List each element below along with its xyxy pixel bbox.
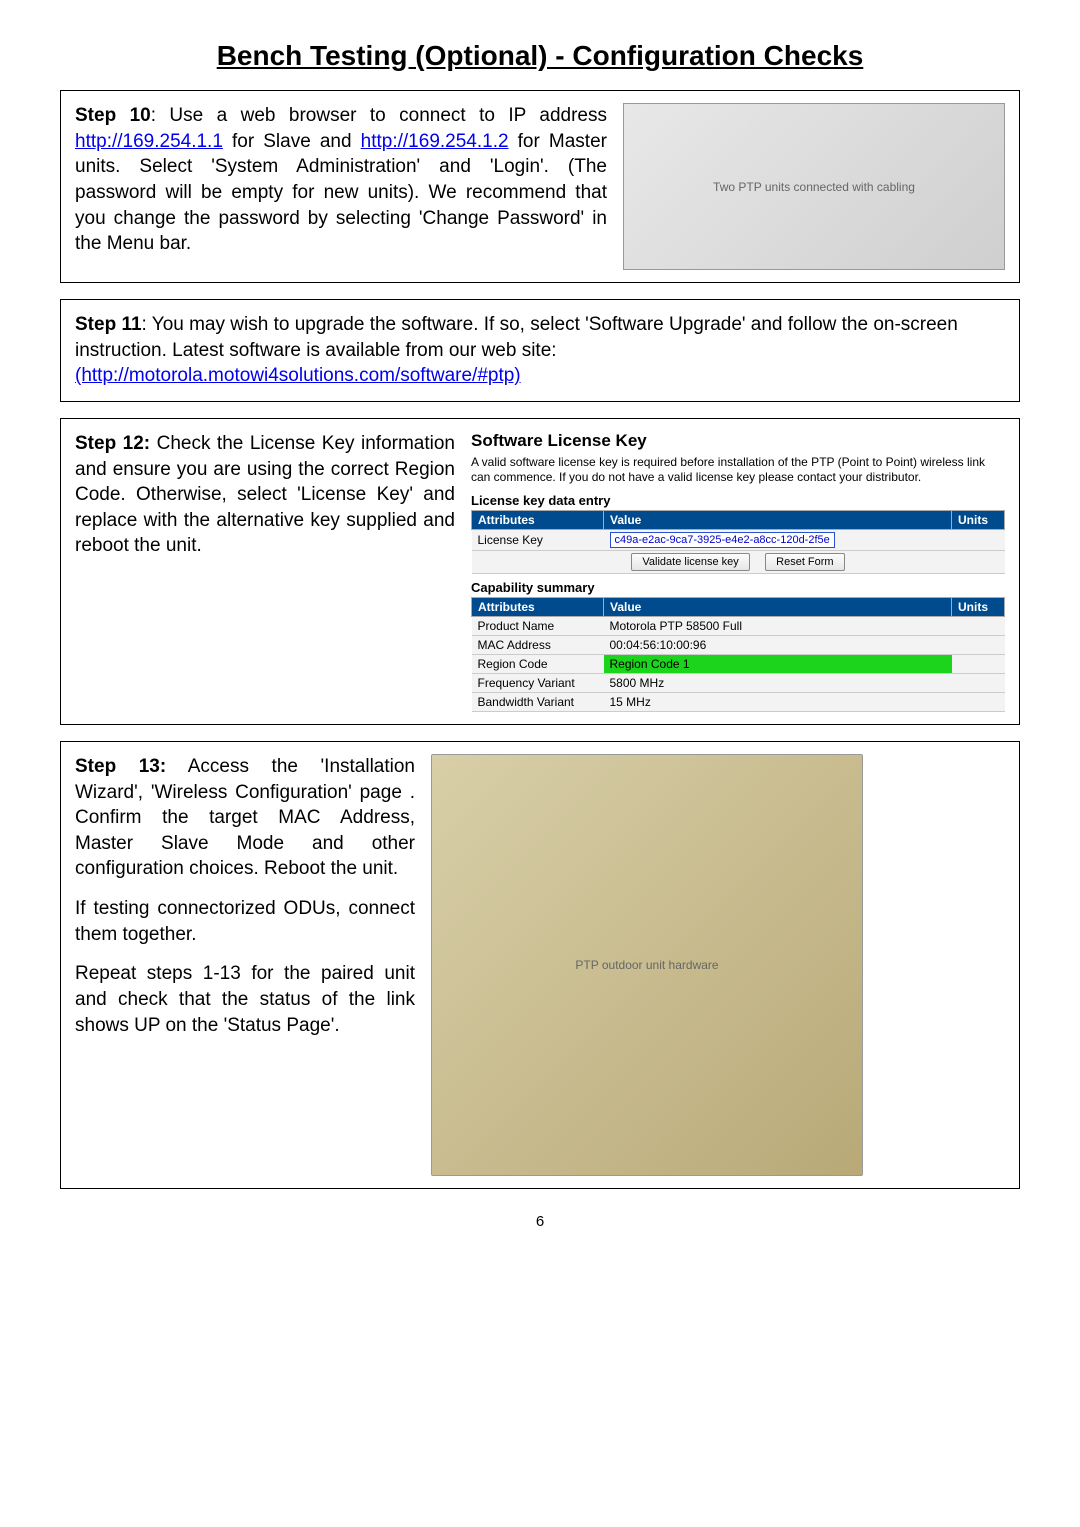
validate-button[interactable]: Validate license key — [631, 553, 749, 571]
capability-table: Attributes Value Units Product NameMotor… — [471, 597, 1005, 712]
step13-box: Step 13: Access the 'Installation Wizard… — [60, 741, 1020, 1189]
step11-text: Step 11: You may wish to upgrade the sof… — [75, 312, 1005, 389]
license-key-cell: c49a-e2ac-9ca7-3925-e4e2-a8cc-120d-2f5e — [604, 529, 952, 550]
step12-box: Step 12: Check the License Key informati… — [60, 418, 1020, 725]
step10-label: Step 10 — [75, 105, 151, 126]
license-title: Software License Key — [471, 431, 1005, 451]
cap-attr: Region Code — [472, 654, 604, 673]
step10-link2[interactable]: http://169.254.1.2 — [361, 131, 509, 152]
step10-link1[interactable]: http://169.254.1.1 — [75, 131, 223, 152]
step13-label: Step 13: — [75, 756, 166, 777]
step13-p2: If testing connectorized ODUs, connect t… — [75, 896, 415, 947]
license-key-units — [952, 529, 1005, 550]
table-row: Frequency Variant5800 MHz — [472, 673, 1005, 692]
th-attr: Attributes — [472, 510, 604, 529]
table-row: Bandwidth Variant15 MHz — [472, 692, 1005, 711]
cap-val: 15 MHz — [604, 692, 952, 711]
cap-th-attr: Attributes — [472, 597, 604, 616]
cap-attr: Bandwidth Variant — [472, 692, 604, 711]
cap-val: Motorola PTP 58500 Full — [604, 616, 952, 635]
license-desc: A valid software license key is required… — [471, 455, 1005, 485]
cap-val: Region Code 1 — [604, 654, 952, 673]
license-panel: Software License Key A valid software li… — [471, 431, 1005, 712]
step11-body: : You may wish to upgrade the software. … — [75, 314, 958, 361]
cap-units — [952, 692, 1005, 711]
cap-val: 00:04:56:10:00:96 — [604, 635, 952, 654]
entry-caption: License key data entry — [471, 493, 1005, 508]
step13-p3: Repeat steps 1-13 for the paired unit an… — [75, 961, 415, 1038]
cap-val: 5800 MHz — [604, 673, 952, 692]
license-entry-table: Attributes Value Units License Key c49a-… — [471, 510, 1005, 574]
table-row: Product NameMotorola PTP 58500 Full — [472, 616, 1005, 635]
cap-th-units: Units — [952, 597, 1005, 616]
cap-attr: MAC Address — [472, 635, 604, 654]
license-key-input[interactable]: c49a-e2ac-9ca7-3925-e4e2-a8cc-120d-2f5e — [610, 532, 835, 548]
cap-units — [952, 673, 1005, 692]
license-key-attr: License Key — [472, 529, 604, 550]
page-number: 6 — [60, 1213, 1020, 1230]
step12-label: Step 12: — [75, 433, 150, 454]
th-units: Units — [952, 510, 1005, 529]
step11-box: Step 11: You may wish to upgrade the sof… — [60, 299, 1020, 402]
button-row: Validate license key Reset Form — [472, 550, 1005, 573]
step12-text: Step 12: Check the License Key informati… — [75, 431, 455, 559]
cap-attr: Frequency Variant — [472, 673, 604, 692]
step11-link[interactable]: (http://motorola.motowi4solutions.com/so… — [75, 365, 521, 386]
table-row: MAC Address00:04:56:10:00:96 — [472, 635, 1005, 654]
step11-label: Step 11 — [75, 314, 142, 335]
page-title: Bench Testing (Optional) - Configuration… — [60, 40, 1020, 72]
capability-caption: Capability summary — [471, 580, 1005, 595]
cap-units — [952, 616, 1005, 635]
cap-th-val: Value — [604, 597, 952, 616]
cap-units — [952, 654, 1005, 673]
step10-box: Step 10: Use a web browser to connect to… — [60, 90, 1020, 283]
step13-text: Step 13: Access the 'Installation Wizard… — [75, 754, 415, 1052]
reset-button[interactable]: Reset Form — [765, 553, 844, 571]
cap-units — [952, 635, 1005, 654]
step10-pre: : Use a web browser to connect to IP add… — [151, 105, 607, 126]
table-row: Region CodeRegion Code 1 — [472, 654, 1005, 673]
step10-image: Two PTP units connected with cabling — [623, 103, 1005, 270]
step10-text: Step 10: Use a web browser to connect to… — [75, 103, 607, 257]
th-val: Value — [604, 510, 952, 529]
step10-mid: for Slave and — [223, 131, 361, 152]
step13-image: PTP outdoor unit hardware — [431, 754, 863, 1176]
cap-attr: Product Name — [472, 616, 604, 635]
